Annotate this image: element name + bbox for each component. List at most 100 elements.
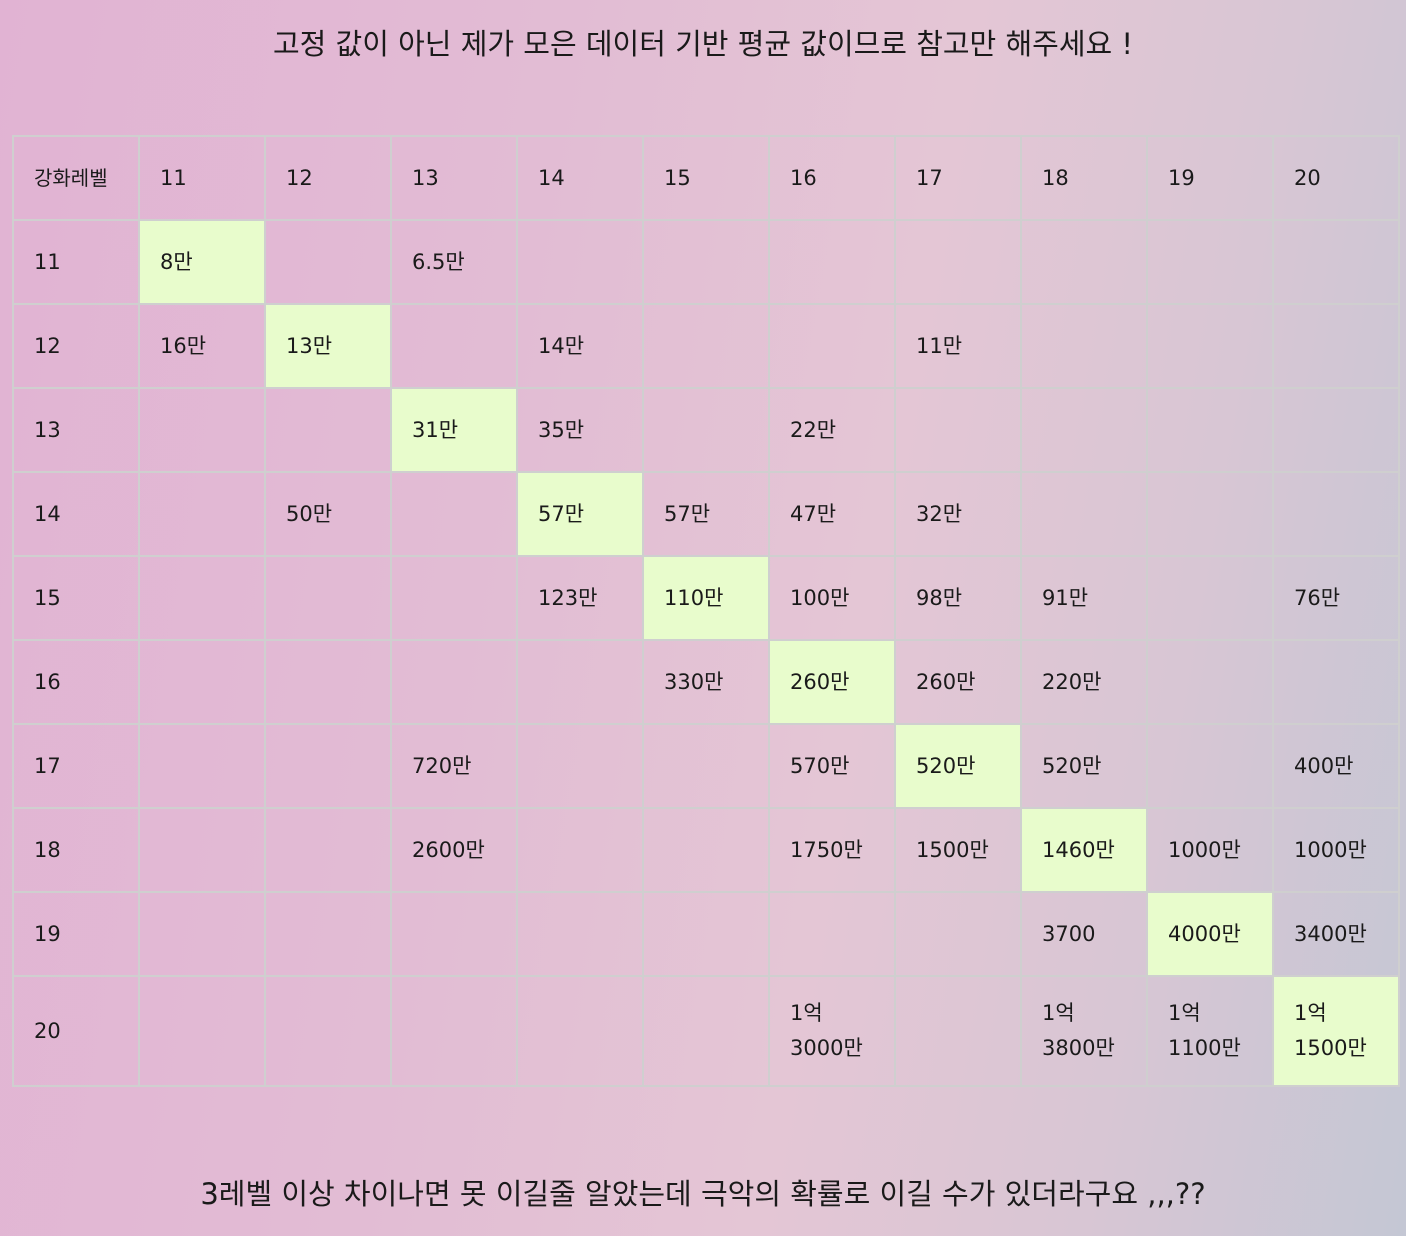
table-cell <box>1020 387 1148 473</box>
table-cell <box>390 471 518 557</box>
table-row: 15 123만 110만 100만 98만 91만 76만 <box>12 555 1400 641</box>
table-cell <box>264 639 392 725</box>
table-cell <box>138 387 266 473</box>
row-header: 11 <box>12 219 140 305</box>
enhancement-level-table: 강화레벨 11 12 13 14 15 16 17 18 19 20 11 8만 6.5만 12 16만 13만… <box>12 135 1400 1087</box>
table-cell <box>138 975 266 1087</box>
diagonal-cell: 1460만 <box>1020 807 1148 893</box>
table-cell <box>1020 471 1148 557</box>
table-cell: 14만 <box>516 303 644 389</box>
table-cell <box>264 555 392 641</box>
bottom-note: 3레벨 이상 차이나면 못 이길줄 알았는데 극악의 확률로 이길 수가 있더라… <box>200 1177 1206 1211</box>
table-cell <box>516 807 644 893</box>
table-cell: 1500만 <box>894 807 1022 893</box>
table-cell: 11만 <box>894 303 1022 389</box>
table-cell <box>642 387 770 473</box>
row-header: 17 <box>12 723 140 809</box>
column-header: 13 <box>390 135 518 221</box>
cell-line: 1억 <box>1168 1001 1201 1025</box>
table-cell <box>138 471 266 557</box>
table-cell <box>1272 219 1400 305</box>
table-row: 11 8만 6.5만 <box>12 219 1400 305</box>
table-row: 14 50만 57만 57만 47만 32만 <box>12 471 1400 557</box>
column-header: 19 <box>1146 135 1274 221</box>
table-cell <box>516 639 644 725</box>
table-cell <box>390 891 518 977</box>
table-cell <box>894 891 1022 977</box>
cell-line: 1억 <box>1294 1001 1327 1025</box>
table-cell <box>894 975 1022 1087</box>
table-row: 16 330만 260만 260만 220만 <box>12 639 1400 725</box>
table-row: 18 2600만 1750만 1500만 1460만 1000만 1000만 <box>12 807 1400 893</box>
table-cell <box>138 555 266 641</box>
cell-line: 1억 <box>790 1001 823 1025</box>
row-header: 19 <box>12 891 140 977</box>
column-header: 18 <box>1020 135 1148 221</box>
cell-line: 3000만 <box>790 1036 863 1060</box>
table-cell <box>1272 471 1400 557</box>
table-cell <box>894 219 1022 305</box>
column-header: 12 <box>264 135 392 221</box>
table-cell <box>1146 723 1274 809</box>
diagonal-cell: 57만 <box>516 471 644 557</box>
table-cell <box>138 639 266 725</box>
table-cell: 6.5만 <box>390 219 518 305</box>
table-cell <box>138 891 266 977</box>
column-header: 15 <box>642 135 770 221</box>
table-cell: 1억 1100만 <box>1146 975 1274 1087</box>
table-cell <box>642 219 770 305</box>
table-cell <box>390 639 518 725</box>
table-cell <box>1146 639 1274 725</box>
row-header: 13 <box>12 387 140 473</box>
table-cell: 1750만 <box>768 807 896 893</box>
table-cell: 1억 3000만 <box>768 975 896 1087</box>
top-note: 고정 값이 아닌 제가 모은 데이터 기반 평균 값이므로 참고만 해주세요 ! <box>272 27 1134 61</box>
table-cell <box>1146 219 1274 305</box>
table-cell: 100만 <box>768 555 896 641</box>
table-cell <box>768 891 896 977</box>
table-cell: 50만 <box>264 471 392 557</box>
table-cell: 520만 <box>1020 723 1148 809</box>
table-cell <box>1020 219 1148 305</box>
table-cell <box>138 807 266 893</box>
table-cell <box>516 723 644 809</box>
table-cell <box>1272 639 1400 725</box>
table-cell <box>642 891 770 977</box>
table-cell <box>390 303 518 389</box>
table-cell: 720만 <box>390 723 518 809</box>
table-cell: 76만 <box>1272 555 1400 641</box>
column-header: 17 <box>894 135 1022 221</box>
table-cell <box>1272 387 1400 473</box>
table-cell <box>264 807 392 893</box>
table-cell <box>1146 471 1274 557</box>
table-cell: 1000만 <box>1146 807 1274 893</box>
cell-line: 1500만 <box>1294 1036 1367 1060</box>
header-row: 강화레벨 11 12 13 14 15 16 17 18 19 20 <box>12 135 1400 221</box>
table-cell <box>894 387 1022 473</box>
table-cell: 570만 <box>768 723 896 809</box>
table-cell: 260만 <box>894 639 1022 725</box>
table-cell: 3400만 <box>1272 891 1400 977</box>
table-cell <box>1146 387 1274 473</box>
table-cell: 22만 <box>768 387 896 473</box>
diagonal-cell: 1억 1500만 <box>1272 975 1400 1087</box>
table-cell: 123만 <box>516 555 644 641</box>
table-cell <box>1272 303 1400 389</box>
corner-label: 강화레벨 <box>12 135 140 221</box>
table-cell <box>516 219 644 305</box>
table-cell: 400만 <box>1272 723 1400 809</box>
table-cell: 220만 <box>1020 639 1148 725</box>
table-cell <box>264 723 392 809</box>
cell-line: 3800만 <box>1042 1036 1115 1060</box>
table-cell <box>390 975 518 1087</box>
table-cell: 1억 3800만 <box>1020 975 1148 1087</box>
table-row: 19 3700 4000만 3400만 <box>12 891 1400 977</box>
table-cell <box>1020 303 1148 389</box>
table-cell: 330만 <box>642 639 770 725</box>
table-cell: 3700 <box>1020 891 1148 977</box>
table-row: 17 720만 570만 520만 520만 400만 <box>12 723 1400 809</box>
diagonal-cell: 110만 <box>642 555 770 641</box>
table-cell: 16만 <box>138 303 266 389</box>
table-cell <box>1146 555 1274 641</box>
diagonal-cell: 13만 <box>264 303 392 389</box>
